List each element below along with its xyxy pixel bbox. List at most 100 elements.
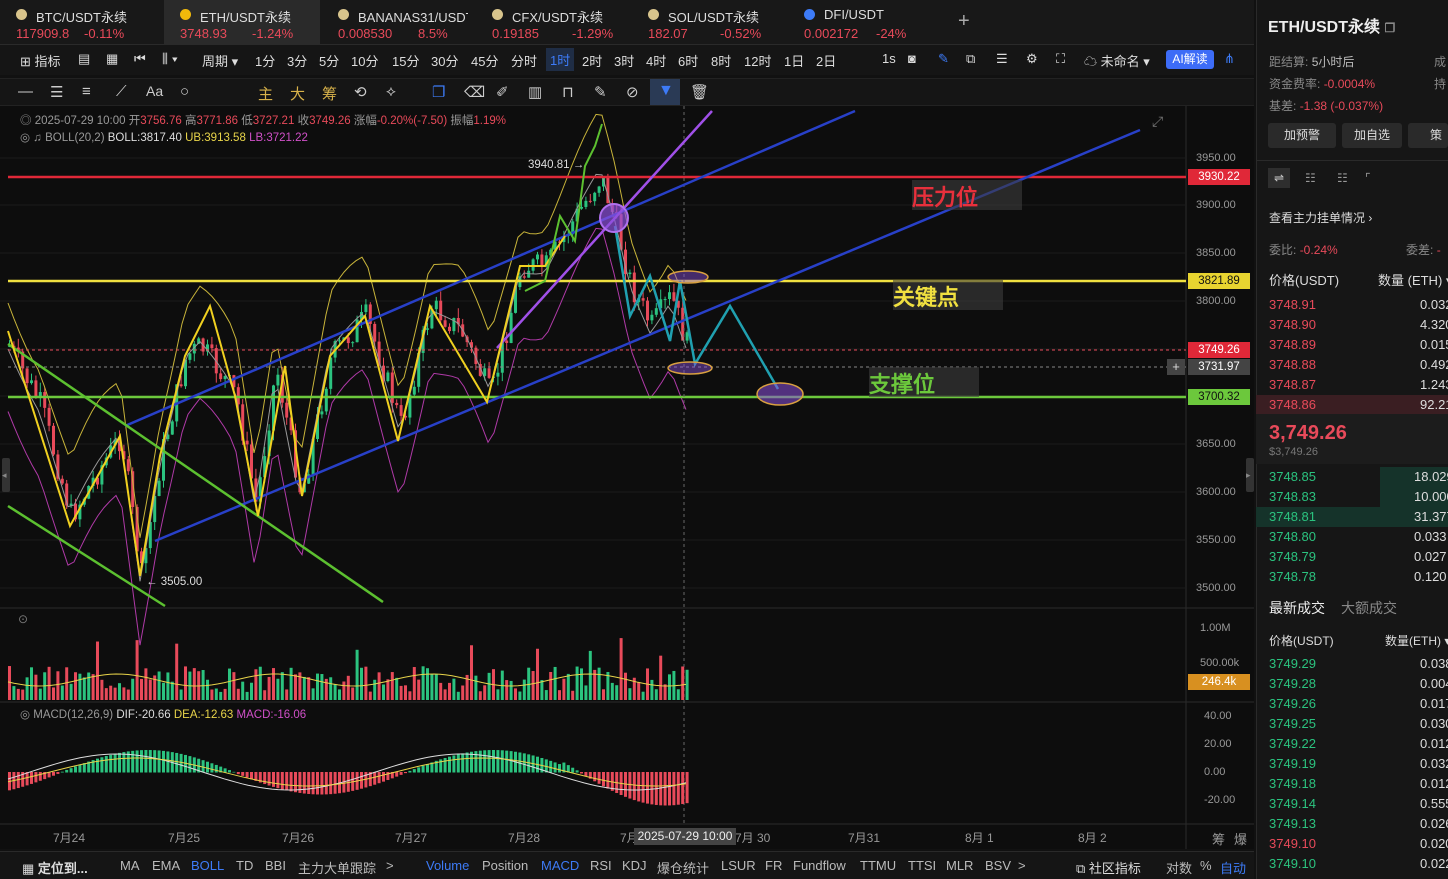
ask-price[interactable]: 3748.89	[1269, 337, 1316, 352]
seconds-button[interactable]: 1s	[882, 51, 896, 66]
interval-button[interactable]: 4时	[646, 54, 667, 69]
tab-latest-trades[interactable]: 最新成交	[1269, 600, 1325, 616]
trend-line-icon[interactable]: ⟋	[116, 83, 127, 100]
expand-icon[interactable]: ⤢	[1152, 113, 1164, 129]
col-qty-header[interactable]: 数量 (ETH) ▾	[1378, 270, 1448, 289]
chip-corner[interactable]: 筹	[1212, 832, 1226, 847]
liq-corner[interactable]: 爆	[1234, 832, 1248, 847]
circle-icon[interactable]: ○	[180, 83, 190, 100]
bid-price[interactable]: 3748.83	[1269, 489, 1316, 504]
eye-icon[interactable]: ◎	[20, 709, 31, 721]
draw-pen-icon[interactable]: ✎	[938, 51, 949, 66]
indicator-item[interactable]: 主力大单跟踪	[298, 861, 377, 876]
add-alert-icon[interactable]: +	[1167, 359, 1185, 375]
magnet-icon[interactable]: ⟲	[354, 84, 367, 101]
collapse-icon[interactable]: ⊙	[18, 612, 29, 626]
indicator-item[interactable]: KDJ	[622, 858, 647, 873]
indicator-item[interactable]: MLR	[946, 858, 974, 873]
strategy-button[interactable]: 策略	[1408, 123, 1448, 148]
indicator-item[interactable]: RSI	[590, 858, 612, 873]
indicator-item[interactable]: TTSI	[908, 858, 937, 873]
parallel-lines-icon[interactable]: ≡	[82, 83, 91, 100]
indicator-item[interactable]: BSV	[985, 858, 1012, 873]
interval-button[interactable]: 10分	[351, 54, 379, 69]
add-favorite-button[interactable]: 加自选	[1342, 123, 1402, 148]
chart-area[interactable]	[0, 106, 1254, 849]
ask-price[interactable]: 3748.91	[1269, 297, 1316, 312]
chip-button[interactable]: 筹	[322, 86, 338, 103]
interval-button[interactable]: 5分	[319, 54, 340, 69]
indicator-item[interactable]: MACD	[541, 858, 580, 873]
interval-button[interactable]: 1时	[546, 48, 575, 71]
link-icon[interactable]: ⊘	[626, 84, 639, 101]
indicator-item[interactable]: BBI	[265, 858, 286, 873]
bell-icon[interactable]: ♫	[33, 132, 42, 144]
layout-icon[interactable]: ▤	[78, 51, 91, 66]
indicator-item[interactable]: MA	[120, 858, 140, 873]
interval-button[interactable]: 45分	[471, 54, 499, 69]
template-button[interactable]: ☁ 未命名 ▾	[1084, 54, 1150, 69]
book-both-icon[interactable]: ⇌	[1268, 168, 1290, 188]
candles-icon[interactable]: ▥	[528, 84, 543, 101]
symbol-title[interactable]: ETH/USDT永续 ❐	[1268, 13, 1395, 37]
community-indicator-button[interactable]: ⧉ 社区指标	[1076, 858, 1141, 877]
text-icon[interactable]: Aa	[146, 83, 164, 99]
share-icon[interactable]: ⋔	[1224, 51, 1235, 66]
ask-price[interactable]: 3748.86	[1269, 397, 1316, 412]
indicator-item[interactable]: >	[386, 858, 394, 873]
interval-button[interactable]: 15分	[392, 54, 420, 69]
symbol-tab[interactable]: ETH/USDT永续 3748.93 -1.24%	[164, 0, 320, 45]
locate-button[interactable]: ▦ 定位到...	[22, 858, 88, 877]
ai-interpret-button[interactable]: AI解读	[1166, 50, 1214, 69]
symbol-tab[interactable]: CFX/USDT永续 0.19185 -1.29%	[476, 0, 628, 45]
indicator-item[interactable]: 爆仓统计	[657, 861, 710, 876]
chart-svg[interactable]	[0, 106, 1254, 849]
indicator-item[interactable]: >	[1018, 858, 1026, 873]
indicator-item[interactable]: EMA	[152, 858, 181, 873]
interval-button[interactable]: 3分	[287, 54, 308, 69]
bid-price[interactable]: 3748.80	[1269, 529, 1316, 544]
book-grid-icon[interactable]: ⌜	[1365, 171, 1371, 185]
brush-icon[interactable]: ⟡	[386, 83, 396, 100]
bid-price[interactable]: 3748.78	[1269, 569, 1316, 584]
add-alert-button[interactable]: 加预警	[1268, 123, 1336, 148]
bid-price[interactable]: 3748.79	[1269, 549, 1316, 564]
indicator-item[interactable]: BOLL	[191, 858, 225, 873]
interval-button[interactable]: 6时	[678, 54, 699, 69]
replay-icon[interactable]: ⏮	[134, 51, 146, 66]
indicator-item[interactable]: TD	[236, 858, 254, 873]
indicator-item[interactable]: TTMU	[860, 858, 897, 873]
ask-price[interactable]: 3748.87	[1269, 377, 1316, 392]
log-toggle[interactable]: 对数	[1166, 861, 1193, 876]
eraser-icon[interactable]: ⌫	[464, 84, 486, 101]
fullscreen-icon[interactable]: ⛶	[1056, 51, 1066, 66]
add-tab-icon[interactable]: +	[958, 10, 970, 32]
symbol-tab[interactable]: BTC/USDT永续 117909.8 -0.11%	[0, 0, 160, 45]
eye-icon[interactable]: ◎	[20, 115, 32, 127]
interval-button[interactable]: 8时	[711, 54, 732, 69]
interval-button[interactable]: 3时	[614, 54, 635, 69]
list-icon[interactable]: ☰	[996, 51, 1008, 66]
symbol-tab[interactable]: SOL/USDT永续 182.07 -0.52%	[632, 0, 784, 45]
tab-big-trades[interactable]: 大额成交	[1341, 600, 1397, 616]
compare-icon[interactable]: ⧉	[966, 51, 976, 66]
filter-button[interactable]: ▼	[650, 79, 680, 105]
big-order-button[interactable]: 大	[290, 86, 306, 103]
eye-icon[interactable]: ◎	[20, 132, 31, 144]
main-orders-link[interactable]: 查看主力挂单情况 ›	[1269, 211, 1373, 225]
indicator-item[interactable]: LSUR	[721, 858, 756, 873]
camera-icon[interactable]: ◙	[908, 51, 916, 66]
trades-qty-header[interactable]: 数量(ETH) ▾	[1385, 634, 1448, 648]
interval-button[interactable]: 2时	[582, 54, 603, 69]
ask-price[interactable]: 3748.88	[1269, 357, 1316, 372]
indicator-item[interactable]: Position	[482, 858, 529, 873]
interval-button[interactable]: 12时	[744, 54, 772, 69]
indicator-item[interactable]: Fundflow	[793, 858, 846, 873]
left-scroll-handle[interactable]: ◂	[2, 458, 10, 492]
lock-icon[interactable]: ⊓	[562, 84, 574, 101]
interval-button[interactable]: 1日	[784, 54, 805, 69]
bid-price[interactable]: 3748.85	[1269, 469, 1316, 484]
settings-icon[interactable]: ⚙	[1026, 51, 1038, 66]
interval-button[interactable]: 30分	[431, 54, 459, 69]
